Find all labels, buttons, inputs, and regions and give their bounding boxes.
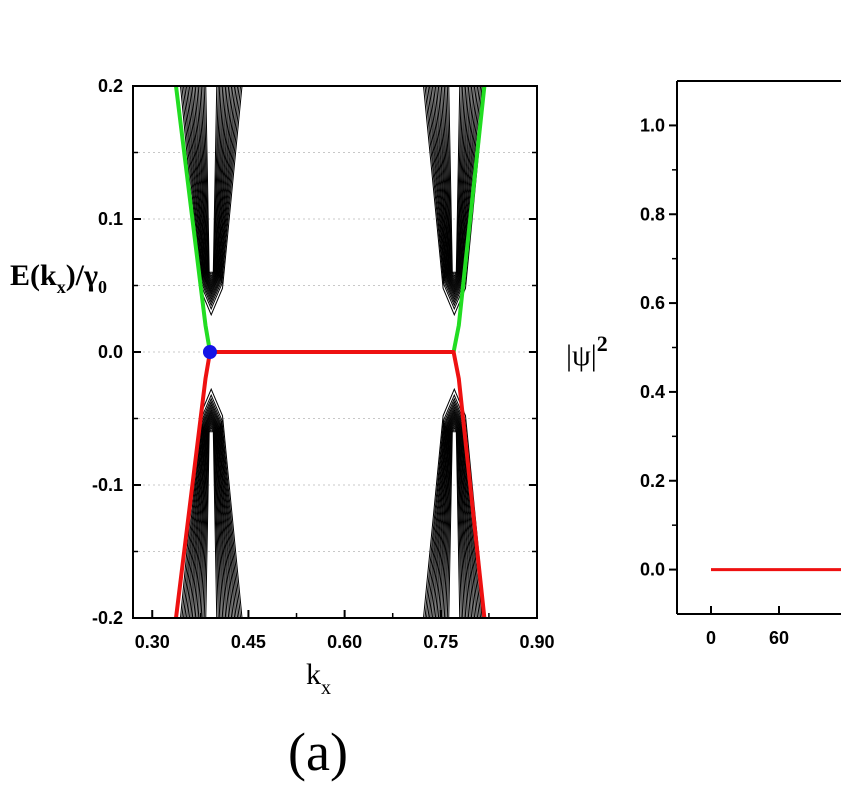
y-tick-label: 0.0 xyxy=(98,342,123,362)
bulk-band-line xyxy=(439,419,470,618)
y-axis-label: E(kx)/γ0 xyxy=(10,259,107,297)
x-tick-label: 0.60 xyxy=(327,632,362,652)
bulk-band-line xyxy=(442,423,467,618)
bulk-band-line xyxy=(200,425,222,618)
edge-state-series xyxy=(174,85,487,619)
axis-ticks xyxy=(669,124,780,614)
bulk-band-line xyxy=(436,86,473,289)
bulk-band-line xyxy=(187,406,236,618)
bulk-band-line xyxy=(185,86,237,301)
y-tick-label: 0.4 xyxy=(640,382,665,402)
bulk-band-line xyxy=(193,415,230,618)
x-tick-label: 0.45 xyxy=(231,632,266,652)
bulk-band-line xyxy=(440,421,468,618)
bulk-band-line xyxy=(202,86,221,277)
bulk-band-line xyxy=(187,86,236,298)
bulk-band-line xyxy=(181,86,242,311)
bulk-band-line xyxy=(448,86,461,273)
bulk-band-line xyxy=(443,425,465,618)
y-tick-label: 0.8 xyxy=(640,204,665,224)
wavefunction-panel: 1.0 0.8 0.6 0.4 0.2 0.0 0 60 |ψ|2 xyxy=(566,80,841,648)
panel-label: (a) xyxy=(288,722,348,782)
bulk-band-line xyxy=(431,408,477,618)
bulk-band-line xyxy=(428,86,480,301)
bulk-band-line xyxy=(196,419,227,618)
y-tick-label: 0.6 xyxy=(640,293,665,313)
y-tick-label: 0.2 xyxy=(98,76,123,96)
bulk-band-line xyxy=(185,403,237,618)
edge-state-lower-line xyxy=(174,350,487,619)
y-tick-label: 0.0 xyxy=(640,560,665,580)
bulk-band-line xyxy=(430,86,479,298)
y-axis-label: |ψ|2 xyxy=(566,331,608,372)
bulk-band-line xyxy=(445,86,464,277)
x-tick-labels: 0 60 xyxy=(706,628,789,648)
bulk-band-line xyxy=(434,413,474,618)
x-tick-label: 60 xyxy=(769,628,789,648)
y-tick-label: 0.1 xyxy=(98,209,123,229)
x-axis-label: kx xyxy=(306,658,331,699)
bulk-band-line xyxy=(203,86,219,275)
band-structure-panel: 0.2 0.1 0.0 -0.1 -0.2 0.30 0.45 0.60 0.75 0.90 E… xyxy=(10,76,555,782)
bulk-band-line xyxy=(184,400,239,618)
y-tick-label: -0.1 xyxy=(92,475,123,495)
bulk-band-line xyxy=(433,410,476,618)
bulk-band-line xyxy=(194,86,228,287)
bulk-band-line xyxy=(443,86,465,279)
bulk-band-line xyxy=(445,427,464,618)
y-tick-labels: 1.0 0.8 0.6 0.4 0.2 0.0 xyxy=(640,115,665,579)
bulk-band-line xyxy=(188,408,234,618)
bulk-band-line xyxy=(196,86,227,285)
bulk-band-line xyxy=(205,86,218,273)
marker-group xyxy=(202,345,217,359)
bulk-band-line xyxy=(434,86,474,291)
bulk-band-line xyxy=(182,86,240,307)
axis-ticks xyxy=(133,85,538,619)
bulk-band-line xyxy=(182,397,240,618)
bulk-band-line xyxy=(203,429,219,618)
bulk-band-line xyxy=(197,86,225,283)
x-tick-label: 0.30 xyxy=(135,632,170,652)
bulk-band-line xyxy=(442,86,467,281)
bulk-band-line xyxy=(194,417,228,618)
bulk-band-line xyxy=(193,86,230,289)
bulk-band-line xyxy=(202,427,221,618)
x-tick-label: 0.90 xyxy=(519,632,554,652)
bulk-band-line xyxy=(191,86,231,291)
bulk-band-line xyxy=(197,421,225,618)
bulk-band-line xyxy=(448,431,461,618)
bulk-band-line xyxy=(205,431,218,618)
x-tick-label: 0.75 xyxy=(423,632,458,652)
bulk-band-line xyxy=(446,429,462,618)
x-tick-labels: 0.30 0.45 0.60 0.75 0.90 xyxy=(135,632,555,652)
bulk-band-line xyxy=(190,410,233,618)
bulk-band-line xyxy=(433,86,476,294)
bulk-band-line xyxy=(446,86,462,275)
y-tick-label: 0.2 xyxy=(640,471,665,491)
bulk-band-line xyxy=(199,86,224,281)
y-tick-label: 1.0 xyxy=(640,115,665,135)
bulk-band-line xyxy=(437,417,471,618)
bulk-band-line xyxy=(437,86,471,287)
bulk-band-line xyxy=(439,86,470,285)
bulk-band-line xyxy=(188,86,234,296)
bulk-band-line xyxy=(200,86,222,279)
x-tick-label: 0 xyxy=(706,628,716,648)
bulk-band-line xyxy=(190,86,233,294)
bulk-band-line xyxy=(440,86,468,283)
y-tick-label: -0.2 xyxy=(92,608,123,628)
bulk-band-line xyxy=(199,423,224,618)
bulk-band-line xyxy=(431,86,477,296)
highlight-marker xyxy=(202,345,217,359)
bulk-band-line xyxy=(428,403,480,618)
bulk-band-line xyxy=(436,415,473,618)
bulk-band-line xyxy=(430,406,479,618)
bulk-band-line xyxy=(191,413,231,618)
y-tick-labels: 0.2 0.1 0.0 -0.1 -0.2 xyxy=(92,76,123,628)
bulk-band-line xyxy=(181,393,242,618)
bulk-band-line xyxy=(184,86,239,304)
